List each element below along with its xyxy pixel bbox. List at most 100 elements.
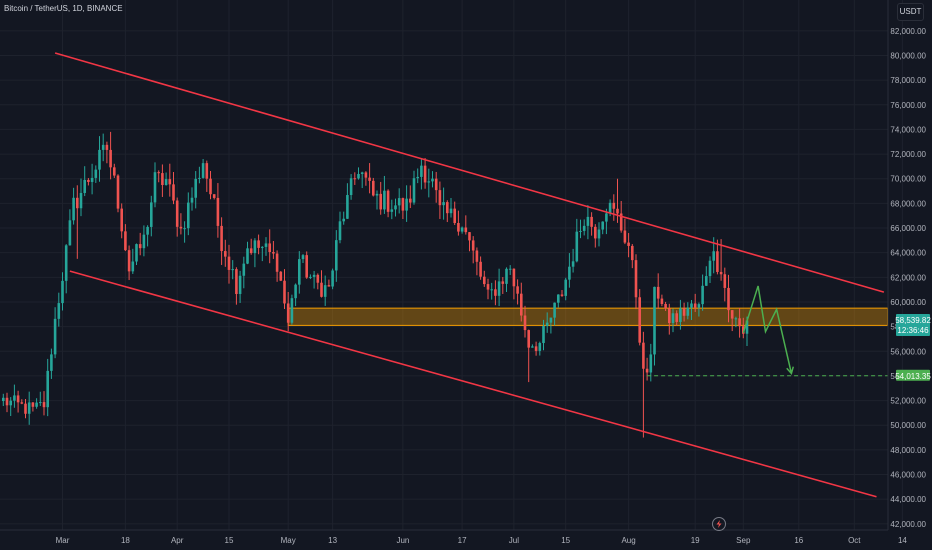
x-tick-label-4: May xyxy=(281,536,296,545)
candle-82 xyxy=(305,251,308,279)
candle-19 xyxy=(72,187,75,225)
candle-0 xyxy=(1,393,5,407)
y-tick-label-17: 76,000.00 xyxy=(890,101,926,110)
candle-119 xyxy=(442,187,445,220)
candle-124 xyxy=(460,226,464,234)
support-zone-rect xyxy=(287,307,889,326)
candle-78 xyxy=(290,294,294,325)
candle-189 xyxy=(701,274,704,311)
candle-103 xyxy=(383,175,386,214)
channel-upper-line xyxy=(54,52,885,293)
candle-116 xyxy=(431,171,434,188)
candle-191 xyxy=(708,256,712,283)
candle-36 xyxy=(135,243,138,266)
candle-97 xyxy=(360,171,364,189)
x-tick-label-11: 19 xyxy=(691,536,700,545)
candle-120 xyxy=(446,200,449,223)
candle-188 xyxy=(697,302,701,317)
candle-157 xyxy=(582,219,586,236)
candle-134 xyxy=(497,268,501,307)
candle-199 xyxy=(738,308,741,338)
candle-161 xyxy=(597,222,601,247)
candle-190 xyxy=(705,266,708,286)
candle-127 xyxy=(471,236,475,264)
x-tick-label-15: 14 xyxy=(898,536,907,545)
x-tick-label-5: 13 xyxy=(328,536,337,545)
candle-54 xyxy=(201,159,205,179)
candle-84 xyxy=(312,270,316,289)
time-axis[interactable]: Mar 18 Apr 15 May 13 Jun 17 Jul 15 Aug 19 Sep 16 Oct 14 xyxy=(56,536,908,545)
candle-149 xyxy=(553,302,556,326)
candle-145 xyxy=(538,341,542,356)
support-zone-layer xyxy=(287,307,889,326)
candle-6 xyxy=(24,399,27,419)
candle-55 xyxy=(205,160,209,192)
candle-109 xyxy=(405,185,408,222)
candle-69 xyxy=(257,234,260,255)
price-tag-value-0: 58,539.82 xyxy=(895,316,931,325)
candle-176 xyxy=(653,286,656,366)
candle-200 xyxy=(742,317,745,339)
candle-150 xyxy=(557,294,560,308)
candle-37 xyxy=(138,232,142,256)
candle-12 xyxy=(46,358,49,417)
candle-14 xyxy=(53,307,57,359)
candle-45 xyxy=(168,163,172,197)
candle-105 xyxy=(390,199,394,220)
candle-39 xyxy=(146,225,149,247)
candle-100 xyxy=(372,177,375,197)
candle-94 xyxy=(349,174,353,200)
candle-133 xyxy=(494,280,497,306)
y-tick-label-2: 46,000.00 xyxy=(890,471,926,480)
candle-154 xyxy=(571,248,575,273)
candle-40 xyxy=(150,195,153,237)
candle-87 xyxy=(323,275,327,306)
candle-32 xyxy=(120,203,123,239)
candle-27 xyxy=(101,133,105,162)
candle-52 xyxy=(194,171,197,209)
candle-151 xyxy=(560,289,564,297)
candle-162 xyxy=(601,221,604,235)
candle-33 xyxy=(124,224,127,252)
y-tick-label-0: 42,000.00 xyxy=(890,520,926,529)
candle-15 xyxy=(57,292,61,327)
candle-113 xyxy=(420,158,423,190)
candle-13 xyxy=(50,348,53,379)
x-tick-label-0: Mar xyxy=(56,536,70,545)
candle-20 xyxy=(76,185,79,259)
candle-5 xyxy=(20,399,24,405)
price-tag-value-1: 54,013.35 xyxy=(895,372,931,381)
candle-195 xyxy=(723,267,727,302)
candle-76 xyxy=(283,269,286,309)
candle-178 xyxy=(660,294,664,307)
candle-53 xyxy=(198,166,201,184)
candle-48 xyxy=(179,213,183,235)
y-tick-label-20: 82,000.00 xyxy=(890,27,926,36)
currency-selector[interactable]: USDT xyxy=(897,3,924,21)
x-tick-label-8: Jul xyxy=(509,536,519,545)
candle-181 xyxy=(671,308,675,333)
candle-60 xyxy=(224,239,227,267)
candle-63 xyxy=(235,267,238,305)
candle-186 xyxy=(690,300,693,321)
candle-104 xyxy=(386,189,390,218)
candle-77 xyxy=(286,292,290,332)
projection-arrowhead xyxy=(786,366,795,375)
candle-29 xyxy=(109,131,112,180)
candle-107 xyxy=(397,188,401,214)
candle-144 xyxy=(534,341,538,356)
lightning-icon[interactable] xyxy=(712,517,726,531)
candle-132 xyxy=(490,282,493,300)
candle-70 xyxy=(261,246,264,262)
price-axis[interactable]: 42,000.00 44,000.00 46,000.00 48,000.00 50,0… xyxy=(890,27,926,529)
candle-177 xyxy=(656,273,660,309)
candle-102 xyxy=(379,181,382,215)
candle-85 xyxy=(316,273,320,290)
y-tick-label-11: 64,000.00 xyxy=(890,249,926,258)
candle-81 xyxy=(301,254,305,264)
candle-46 xyxy=(172,172,175,205)
candle-128 xyxy=(475,247,479,276)
candle-165 xyxy=(612,194,616,221)
